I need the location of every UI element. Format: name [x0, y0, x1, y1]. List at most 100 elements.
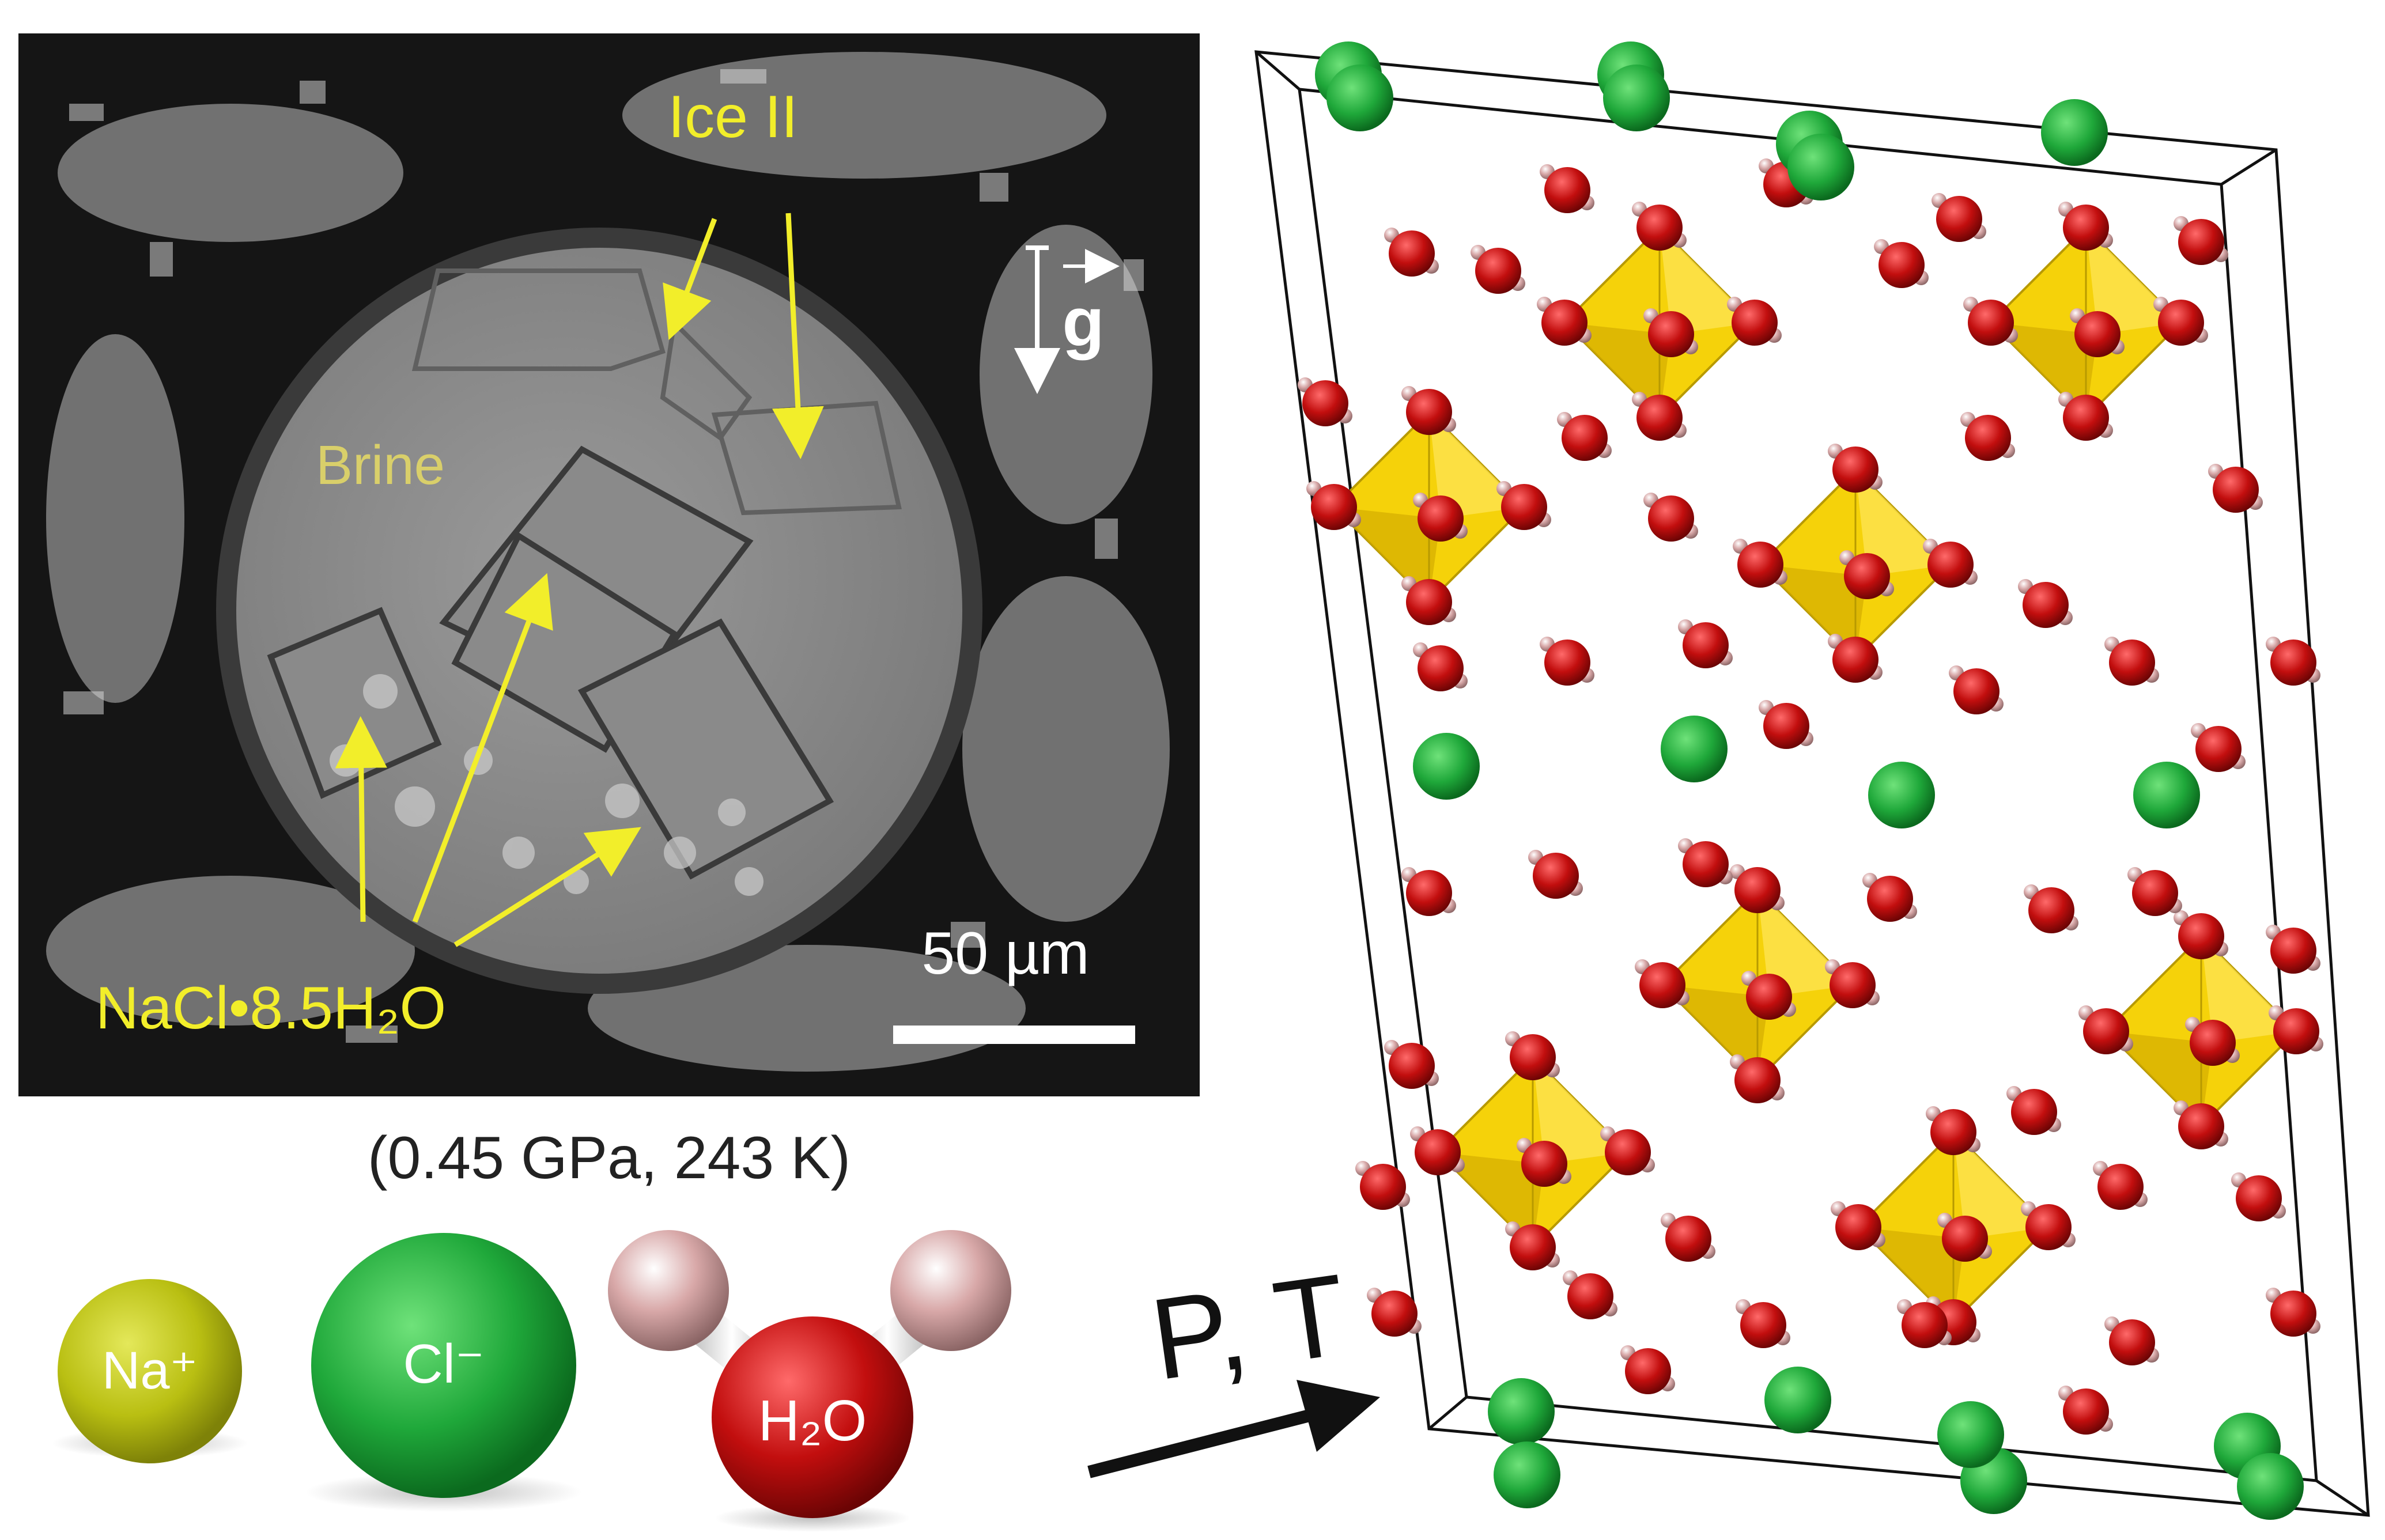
water-site: [1828, 444, 1883, 493]
water-site: [1540, 637, 1594, 686]
transition-label: P, T: [1144, 1250, 1354, 1405]
water-site: [2266, 637, 2320, 686]
water-site: [2266, 925, 2320, 974]
water-site: [2070, 308, 2125, 357]
chloride-atom: [1326, 65, 1393, 131]
water-site: [2058, 392, 2113, 441]
arrow-hydrate-2: [412, 573, 553, 923]
water-site: [1825, 959, 1880, 1008]
chloride-atom: [1868, 762, 1935, 828]
water-site: [1678, 838, 1733, 887]
water-site: [2127, 867, 2182, 916]
water-site: [1963, 297, 2018, 346]
chloride-atom: [1764, 1367, 1831, 1433]
water-site: [1517, 1138, 1571, 1187]
water-site: [1298, 377, 1352, 426]
water-site: [1620, 1345, 1675, 1394]
chloride-atom: [1661, 716, 1728, 782]
chloride-atom: [1488, 1378, 1555, 1445]
water-site: [2174, 216, 2228, 265]
water-site: [2018, 579, 2073, 628]
water-site: [1384, 1040, 1439, 1089]
water-site: [1496, 481, 1551, 530]
label-hydrate: NaCl•8.5H₂O: [96, 975, 447, 1042]
water-site: [1401, 386, 1456, 435]
water-site: [1733, 539, 1787, 588]
water-site: [1736, 1299, 1790, 1348]
water-site: [2104, 1316, 2159, 1365]
oxygen-atom: [712, 1316, 913, 1518]
water-site: [1839, 550, 1894, 599]
water-site: [1678, 619, 1733, 668]
water-site: [1741, 971, 1796, 1020]
arrow-ice-1: [663, 218, 717, 340]
sodium-label: Na⁺: [102, 1341, 198, 1400]
water-site: [1384, 228, 1439, 277]
chloride-atom: [1413, 733, 1480, 800]
water-site: [2269, 1005, 2323, 1054]
annotation-arrows: [335, 213, 824, 947]
water-molecule: H₂O: [608, 1230, 1011, 1532]
water-site: [1306, 481, 1361, 530]
chloride-atom: [1937, 1401, 2004, 1468]
water-site: [1643, 493, 1698, 542]
water-site: [1937, 1213, 1992, 1262]
micrograph-panel: Ice II Brine NaCl•8.5H₂O g 50 µm: [18, 33, 1200, 1096]
water-site: [2104, 637, 2159, 686]
water-site: [1730, 1054, 1785, 1103]
chloride-atom: [1494, 1441, 1560, 1508]
water-site: [1401, 867, 1456, 916]
water-site: [1759, 700, 1813, 749]
gravity-indicator: g: [1014, 245, 1120, 394]
water-site: [1505, 1031, 1560, 1080]
water-site: [2191, 723, 2246, 772]
water-site: [1557, 412, 1612, 461]
water-site: [1505, 1221, 1560, 1270]
water-site: [1410, 1126, 1465, 1175]
water-site: [1923, 539, 1978, 588]
water-site: [2153, 297, 2208, 346]
water-site: [2208, 464, 2263, 513]
water-site: [1401, 576, 1456, 625]
hydrogen-atom-left: [608, 1230, 729, 1351]
water-site: [2058, 1386, 2113, 1435]
atoms: [1298, 41, 2323, 1520]
water-site: [1632, 392, 1687, 441]
chloride-atom: [2133, 762, 2200, 828]
water-site: [1862, 873, 1917, 922]
arrow-ice-2: [772, 213, 824, 459]
water-site: [2058, 202, 2113, 251]
chloride-label: Cl⁻: [403, 1333, 484, 1395]
scale-bar: [893, 1026, 1135, 1044]
water-site: [1897, 1299, 1952, 1348]
water-site: [2021, 1201, 2076, 1250]
chloride-atom: [2237, 1453, 2304, 1520]
water-site: [1413, 493, 1468, 542]
chloride-ion-sphere: [311, 1233, 576, 1498]
chloride-atom: [1603, 65, 1670, 131]
water-site: [2174, 1100, 2228, 1149]
water-site: [1960, 412, 2015, 461]
crystal-structure: [1254, 41, 2370, 1520]
water-site: [2078, 1005, 2133, 1054]
water-site: [1831, 1201, 1885, 1250]
water-site: [2266, 1288, 2320, 1337]
arrow-hydrate-3: [453, 827, 641, 947]
water-site: [1632, 202, 1687, 251]
water-site: [1540, 164, 1594, 213]
transition-arrow: P, T: [1087, 1250, 1380, 1478]
water-site: [2174, 910, 2228, 959]
water-label: H₂O: [758, 1388, 867, 1453]
water-site: [1949, 665, 2004, 714]
water-site: [1563, 1270, 1617, 1319]
water-site: [2231, 1172, 2286, 1221]
species-legend: Na⁺ Cl⁻ H₂O: [52, 1230, 1011, 1532]
chloride-atom: [1787, 134, 1854, 200]
label-ice-ii: Ice II: [668, 84, 797, 150]
label-brine: Brine: [316, 434, 445, 496]
water-site: [1367, 1288, 1422, 1337]
water-site: [1643, 308, 1698, 357]
gravity-symbol: g: [1062, 283, 1104, 361]
gasket-speckle: [63, 69, 1144, 1043]
